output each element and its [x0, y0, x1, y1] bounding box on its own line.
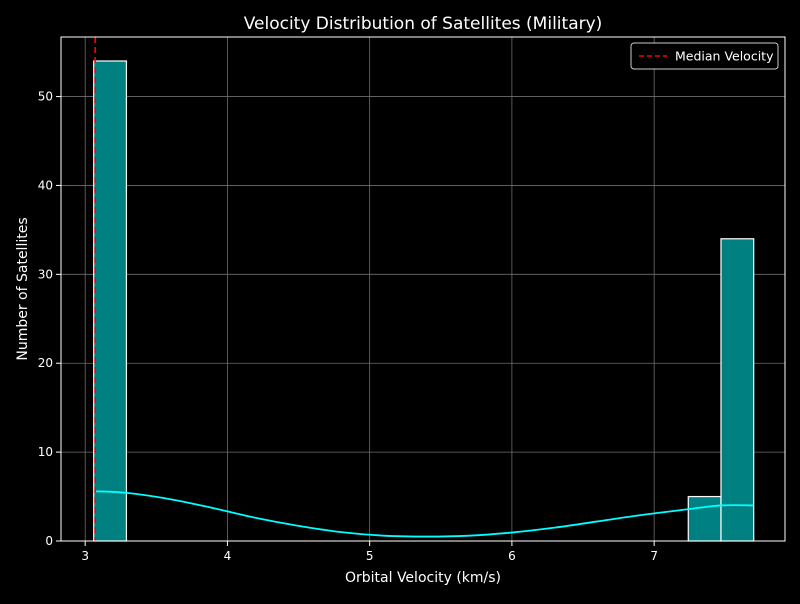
y-tick-label: 10: [38, 445, 53, 459]
y-axis-label: Number of Satellites: [15, 217, 31, 360]
chart-title: Velocity Distribution of Satellites (Mil…: [244, 14, 603, 34]
legend: Median Velocity: [630, 42, 779, 70]
y-tick-label: 50: [38, 90, 53, 104]
x-tick-label: 6: [508, 549, 516, 563]
x-tick-label: 3: [81, 549, 89, 563]
x-tick-label: 5: [366, 549, 374, 563]
histogram-bars: [93, 60, 755, 542]
kde-curve-group: [93, 490, 754, 538]
y-tick-label: 40: [38, 178, 53, 192]
y-tick-label: 30: [38, 267, 53, 281]
histogram-bar: [687, 495, 722, 542]
kde-curve: [93, 490, 754, 538]
histogram-bar: [720, 238, 755, 542]
x-tick-label: 4: [224, 549, 232, 563]
legend-box: [630, 42, 779, 70]
plot-frame: [60, 36, 786, 542]
histogram-bar: [93, 60, 128, 542]
x-axis-ticks: 3 4 5 6 7: [81, 541, 658, 563]
y-tick-label: 0: [45, 534, 53, 548]
legend-median-label: Median Velocity: [675, 49, 774, 64]
x-axis-label: Orbital Velocity (km/s): [345, 570, 501, 586]
y-axis-ticks: 0 10 20 30 40 50: [38, 90, 61, 548]
grid: [61, 37, 785, 542]
x-tick-label: 7: [650, 549, 658, 563]
y-tick-label: 20: [38, 356, 53, 370]
